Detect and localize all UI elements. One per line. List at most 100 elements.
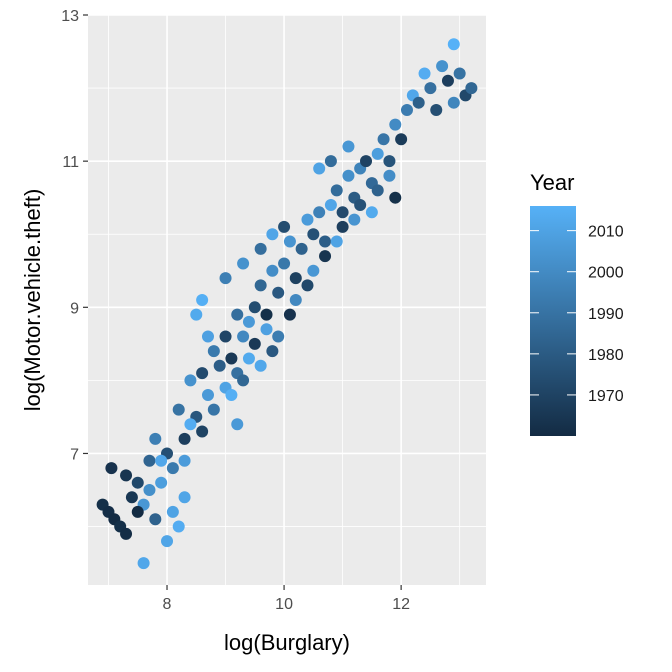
scatter-point [143, 454, 156, 467]
legend-tick-label: 2000 [588, 265, 624, 282]
scatter-point [377, 133, 390, 146]
scatter-point [289, 272, 302, 285]
scatter-point [242, 352, 255, 365]
scatter-point [131, 476, 144, 489]
scatter-point [330, 184, 343, 197]
scatter-point [283, 308, 296, 321]
scatter-point [260, 308, 273, 321]
scatter-point [219, 330, 232, 343]
scatter-point [231, 418, 244, 431]
scatter-point [231, 308, 244, 321]
scatter-point [307, 264, 320, 277]
legend-tick-label: 1970 [588, 388, 624, 405]
scatter-point [225, 389, 238, 401]
scatter-point [196, 294, 209, 306]
scatter-point [465, 82, 478, 95]
scatter-point [289, 294, 302, 306]
legend-tick-label: 1980 [588, 347, 624, 364]
scatter-point [395, 133, 408, 146]
x-tick-label: 12 [392, 596, 410, 613]
scatter-point [324, 155, 337, 168]
scatter-point [266, 345, 279, 358]
scatter-point [225, 352, 238, 365]
scatter-point [178, 454, 191, 467]
scatter-point [301, 279, 314, 292]
scatter-point [105, 462, 118, 475]
scatter-point [354, 199, 367, 211]
scatter-point [149, 432, 162, 445]
scatter-point [120, 527, 133, 540]
scatter-point [155, 476, 168, 489]
scatter-point [278, 257, 291, 270]
scatter-point [219, 272, 232, 285]
scatter-point [248, 301, 261, 314]
scatter-point [371, 147, 384, 160]
scatter-point [120, 469, 133, 482]
scatter-point [248, 337, 261, 350]
scatter-point [237, 330, 250, 343]
scatter-point [436, 60, 449, 73]
scatter-point [184, 418, 197, 431]
scatter-point [125, 491, 138, 504]
scatter-point [324, 199, 337, 211]
scatter-point [166, 462, 179, 475]
scatter-point [319, 235, 332, 248]
scatter-point [365, 206, 378, 219]
scatter-point [242, 315, 255, 328]
grid-minor [88, 15, 486, 585]
scatter-point [201, 330, 214, 343]
scatter-point [348, 213, 361, 226]
scatter-point [295, 242, 308, 255]
scatter-point [283, 235, 296, 248]
scatter-point [137, 557, 150, 570]
scatter-point [184, 374, 197, 387]
scatter-point [237, 257, 250, 270]
scatter-point [342, 169, 355, 182]
x-axis-ticks: 8 10 12 [163, 585, 410, 613]
x-axis-title: log(Burglary) [224, 630, 350, 655]
scatter-point [237, 374, 250, 387]
legend-tick-label: 2010 [588, 224, 624, 241]
y-tick-label: 13 [61, 8, 79, 25]
scatter-point [424, 82, 437, 95]
scatter-point [131, 505, 144, 518]
scatter-point [330, 235, 343, 248]
scatter-point [196, 367, 209, 380]
scatter-point [178, 491, 191, 504]
scatter-point [418, 67, 431, 80]
scatter-point [278, 220, 291, 233]
plot-panel [88, 15, 486, 585]
scatter-point [371, 184, 384, 197]
scatter-point [190, 308, 203, 321]
scatter-point [313, 206, 326, 219]
scatter-point [266, 264, 279, 277]
scatter-point [254, 279, 267, 292]
scatter-point [383, 155, 396, 168]
scatter-point [143, 484, 156, 496]
scatter-point [272, 330, 285, 343]
y-axis-ticks: 7 9 11 13 [61, 8, 88, 463]
x-tick-label: 10 [275, 596, 293, 613]
scatter-point [400, 104, 413, 116]
y-tick-label: 11 [62, 154, 79, 171]
scatter-point [254, 242, 267, 255]
scatter-point [389, 191, 402, 204]
legend: Year 1970 1980 1990 2000 2010 [530, 170, 624, 436]
legend-tick-label: 1990 [588, 306, 624, 323]
scatter-point [441, 74, 454, 87]
scatter-point [149, 513, 162, 526]
scatter-point [447, 96, 460, 109]
y-tick-label: 7 [70, 446, 79, 463]
scatter-point [213, 359, 226, 372]
scatter-point [201, 389, 214, 401]
scatter-point [260, 323, 273, 336]
y-axis-title: log(Motor.vehicle.theft) [20, 189, 45, 412]
y-tick-label: 9 [70, 300, 79, 317]
scatter-point [172, 403, 185, 416]
scatter-point [453, 67, 466, 80]
legend-ticks: 1970 1980 1990 2000 2010 [530, 224, 624, 405]
scatter-point [313, 162, 326, 175]
scatter-point [272, 286, 285, 299]
scatter-point [383, 169, 396, 182]
